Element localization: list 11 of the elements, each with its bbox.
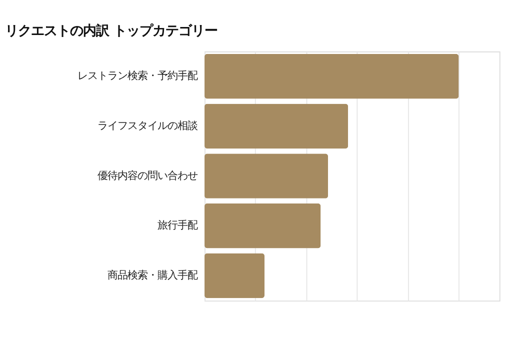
bar: [204, 203, 321, 248]
bar: [204, 104, 348, 149]
bar: [204, 154, 328, 198]
bar: [204, 253, 265, 298]
bar: [204, 54, 459, 99]
y-tick-label: ライフスタイルの相談: [97, 120, 198, 132]
y-tick-label: 優待内容の問い合わせ: [97, 170, 198, 182]
chart-title: リクエストの内訳 トップカテゴリー: [4, 23, 218, 40]
y-tick-label: 商品検索・購入手配: [107, 270, 198, 282]
y-tick-label: 旅行手配: [157, 220, 198, 232]
y-tick-label: レストラン検索・予約手配: [77, 70, 198, 82]
